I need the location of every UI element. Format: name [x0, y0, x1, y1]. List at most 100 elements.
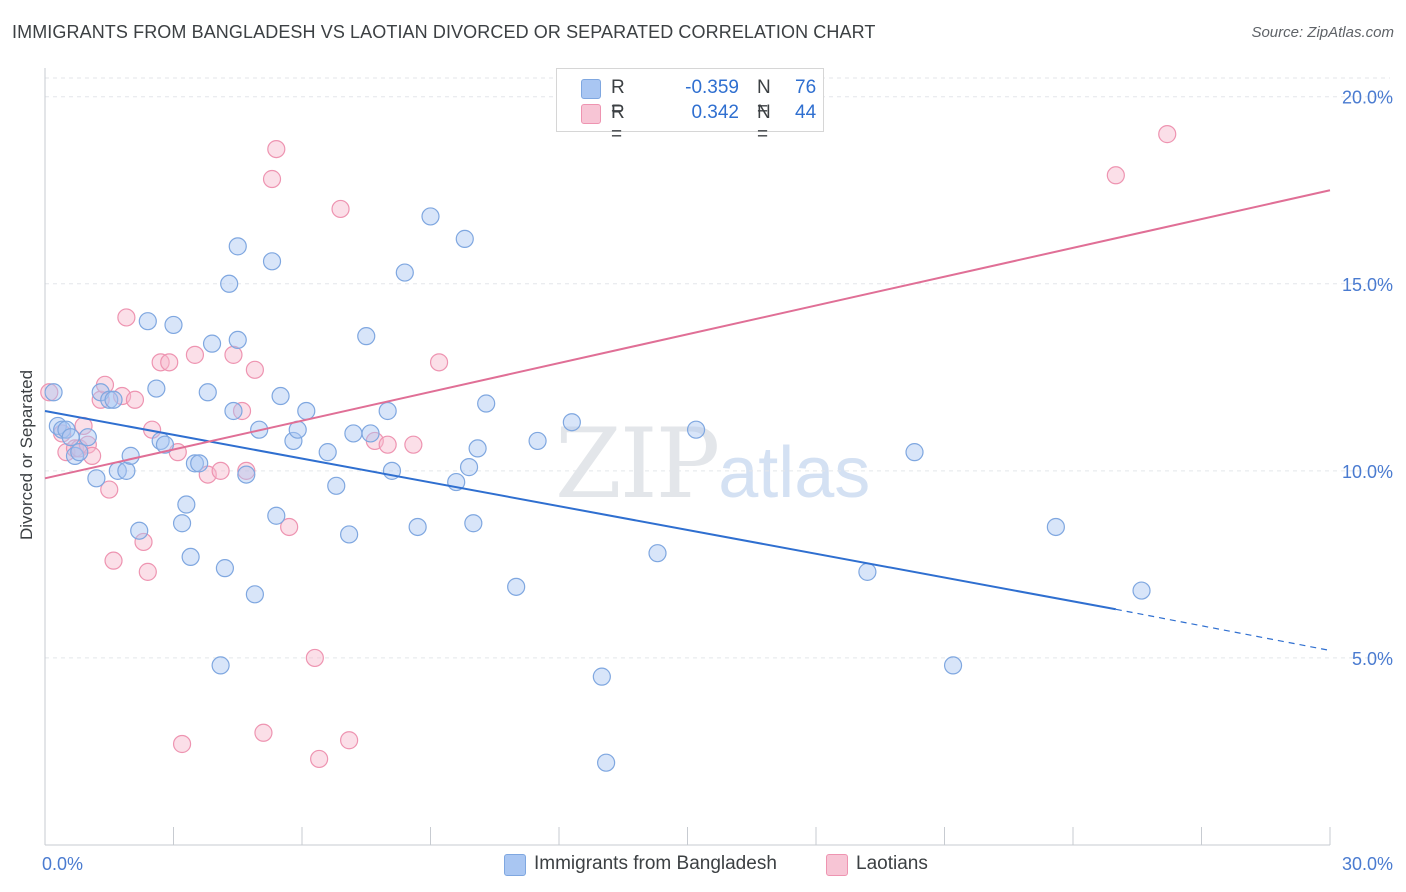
watermark-zip: ZIP [555, 408, 720, 520]
stats-legend: R = -0.359 N = 76 R = 0.342 N = 44 [556, 68, 824, 145]
bangladesh-point [237, 465, 256, 484]
y-tick-label: 20.0% [1342, 88, 1393, 108]
bangladesh-point [87, 469, 106, 488]
bangladesh-point [562, 413, 581, 432]
laotian-point [305, 648, 324, 668]
trend-lines [44, 189, 1331, 652]
bangladesh-point [220, 274, 239, 293]
laotian-point [211, 461, 230, 480]
bangladesh-point [138, 312, 157, 331]
laotian-point [262, 169, 282, 189]
y-tick-label: 15.0% [1342, 275, 1393, 295]
bangladesh-point [408, 517, 427, 537]
bangladesh-point [211, 656, 230, 675]
y-tick-label: 10.0% [1342, 462, 1393, 482]
legend-swatch-laotians [826, 854, 848, 876]
laotian-point [185, 345, 205, 364]
laotian-point [245, 360, 264, 379]
watermark: ZIPatlas [555, 408, 870, 520]
bangladesh-point [357, 327, 376, 346]
bangladesh-point [121, 446, 140, 465]
bangladesh-point [858, 562, 877, 581]
laotian-point [280, 517, 299, 537]
watermark-atlas: atlas [718, 433, 871, 513]
bangladesh-point [378, 401, 397, 421]
legend-label-laotians: Laotians [856, 853, 928, 874]
bangladesh-point [215, 559, 234, 578]
laotian-point [117, 308, 136, 327]
bangladesh-point [228, 237, 247, 256]
bangladesh-point [1132, 581, 1151, 600]
laotian-point [104, 551, 123, 570]
laotian-point [1106, 166, 1125, 185]
bangladesh-point [147, 379, 166, 398]
laotian-point [134, 532, 153, 552]
x-tick-label: 0.0% [42, 854, 83, 874]
bangladesh-trend-extension [1115, 608, 1331, 652]
laotian-point [404, 435, 423, 454]
y-tick-label: 5.0% [1352, 649, 1393, 669]
bangladesh-point [297, 401, 316, 421]
bangladesh-point [395, 263, 414, 282]
legend-swatch-bangladesh [581, 79, 601, 99]
bangladesh-point [344, 424, 363, 443]
bangladesh-point [181, 547, 200, 567]
legend-n-value: 76 [795, 77, 817, 98]
laotian-point [138, 562, 157, 581]
bangladesh-point [459, 458, 479, 477]
axes [44, 68, 1331, 846]
bangladesh-point [943, 656, 963, 675]
legend-swatch-bangladesh [504, 854, 526, 876]
bangladesh-point [648, 544, 667, 563]
bangladesh-point [528, 431, 547, 451]
bangladesh-point [1046, 517, 1065, 537]
legend-swatch-laotians [581, 104, 601, 124]
bangladesh-point [477, 394, 496, 413]
bangladesh-point [44, 383, 63, 402]
bangladesh-point [164, 315, 183, 335]
laotian-trend-line [44, 189, 1331, 480]
legend-n-value: 44 [795, 102, 817, 123]
laotian-point [224, 345, 243, 364]
laotian-point [340, 731, 359, 750]
bangladesh-point [597, 753, 616, 772]
laotian-point [100, 480, 119, 499]
laotian-point [331, 199, 350, 219]
bangladesh-point [185, 454, 205, 473]
bangladesh-point [318, 443, 337, 462]
bangladesh-point [224, 401, 243, 421]
chart-title: IMMIGRANTS FROM BANGLADESH VS LAOTIAN DI… [12, 22, 876, 42]
bangladesh-point [271, 386, 290, 406]
bangladesh-point [267, 506, 286, 525]
laotian-point [310, 749, 329, 769]
bangladesh-point [455, 229, 474, 248]
bangladesh-point [421, 207, 440, 226]
bangladesh-point [228, 330, 247, 350]
bangladesh-point [202, 334, 222, 353]
laotian-point [40, 383, 59, 402]
tick-labels: 5.0% 10.0% 15.0% 20.0% 0.0% 30.0% [42, 88, 1393, 874]
bangladesh-point [507, 577, 526, 596]
bangladesh-point [172, 514, 192, 533]
bangladesh-point [284, 431, 303, 451]
bangladesh-point [198, 383, 217, 402]
laotian-point [254, 723, 273, 742]
legend-r-value: 0.342 [691, 102, 739, 123]
laotian-point [125, 390, 145, 409]
laotian-point [1158, 125, 1177, 144]
bangladesh-point [155, 435, 175, 454]
series-legend: Immigrants from Bangladesh Laotians [0, 852, 1406, 878]
bangladesh-point [327, 476, 346, 495]
laotian-point [267, 139, 286, 159]
legend-r-value: -0.359 [685, 77, 739, 98]
legend-r-label: R = [611, 102, 625, 145]
bangladesh-point [177, 495, 196, 514]
bangladesh-point [78, 428, 97, 447]
bangladesh-point [100, 390, 119, 409]
bangladesh-point [686, 420, 706, 439]
bangladesh-point [361, 424, 380, 443]
bangladesh-point [592, 667, 611, 686]
laotian-point [160, 353, 179, 372]
bangladesh-point [117, 461, 136, 480]
